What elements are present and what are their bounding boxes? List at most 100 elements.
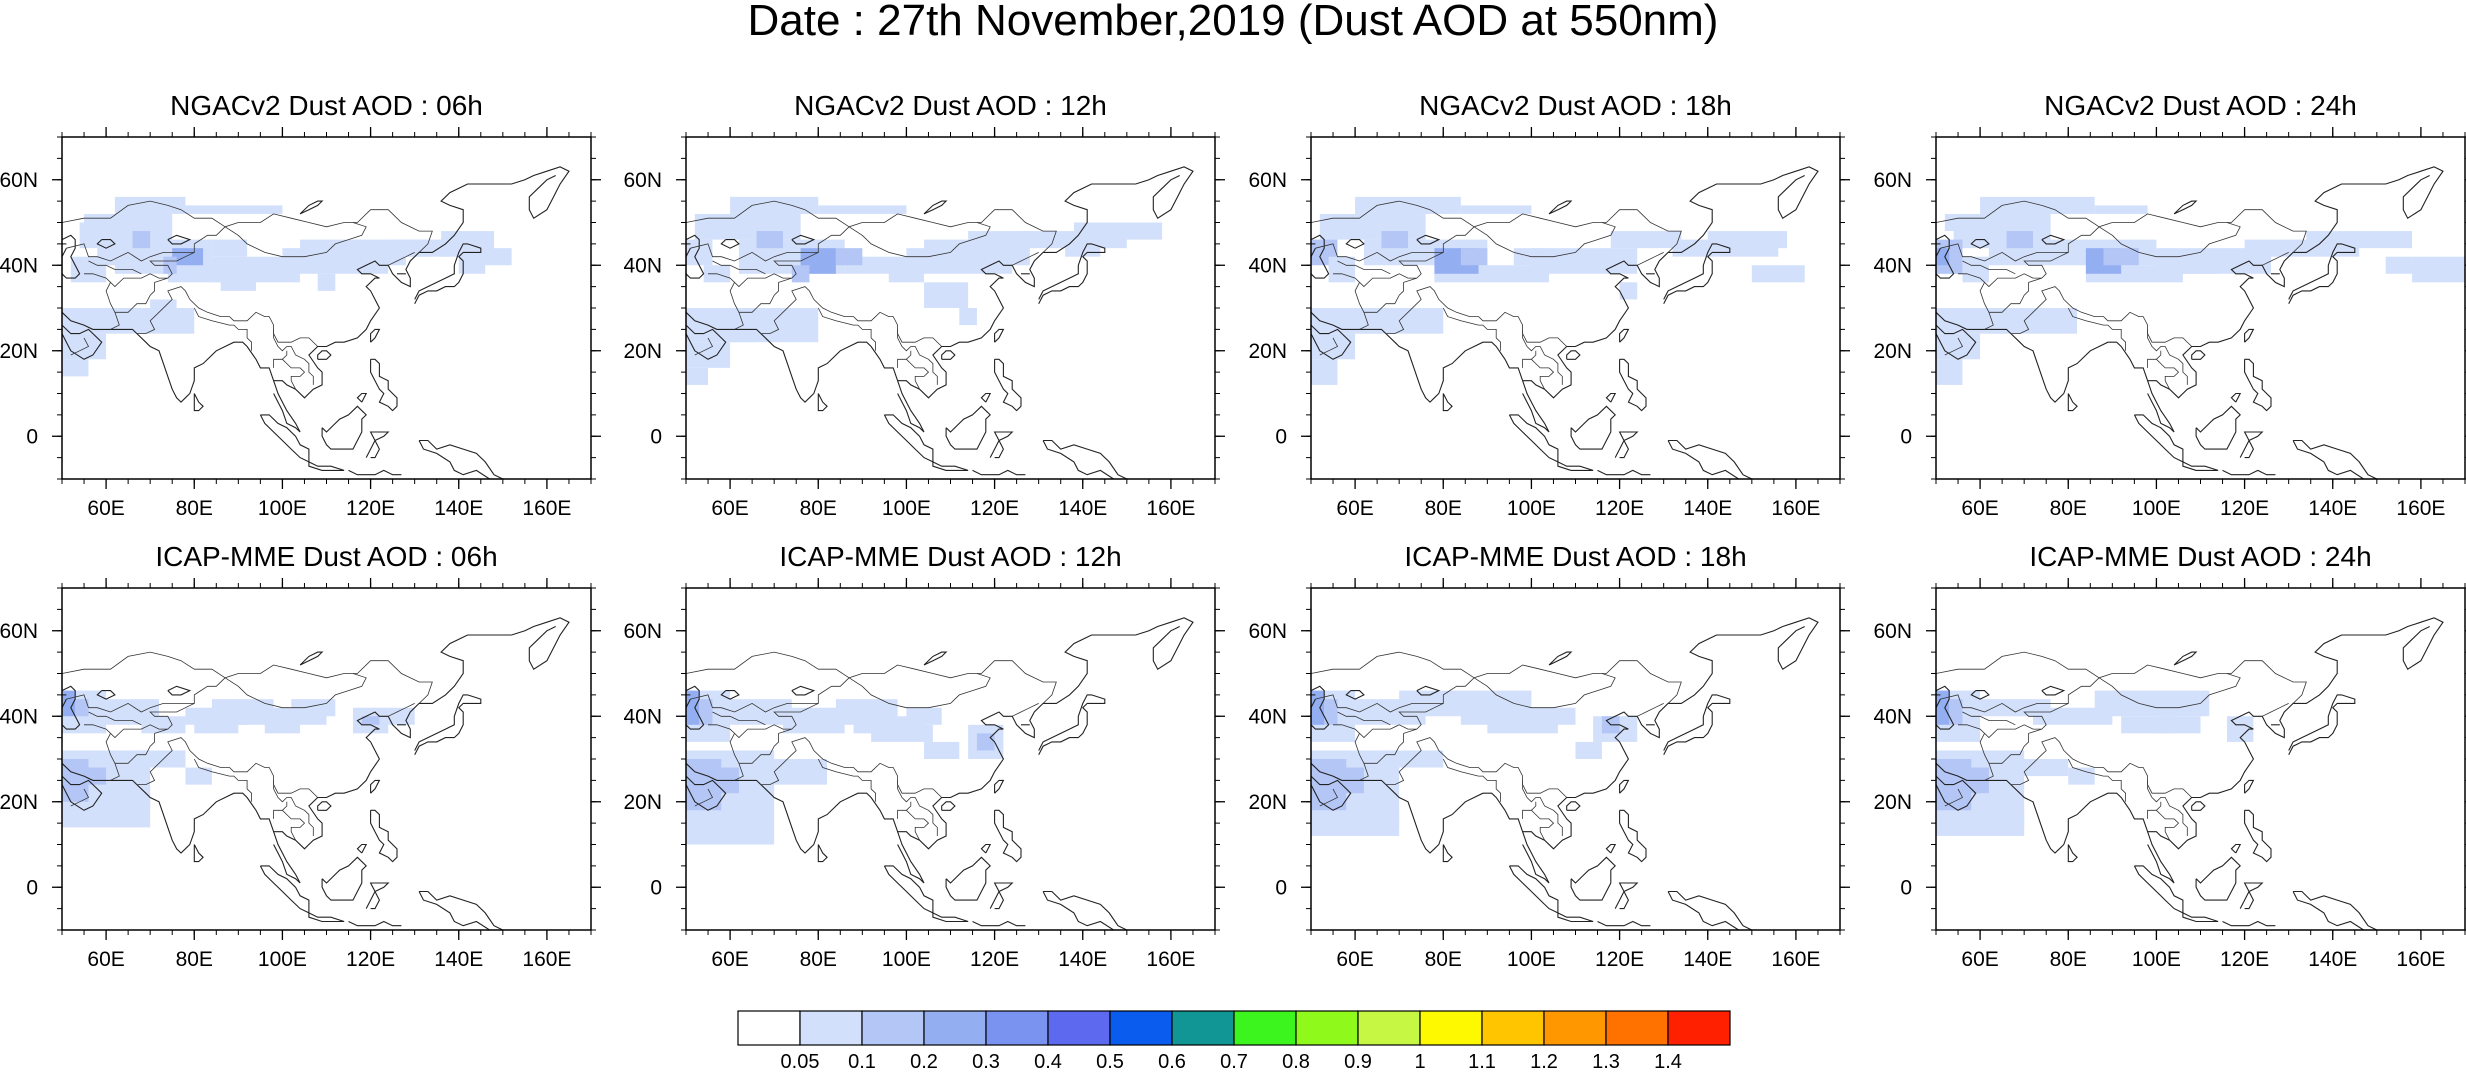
coastline xyxy=(2240,883,2262,909)
coastline xyxy=(2183,913,2218,922)
aod-cell xyxy=(924,240,977,257)
lat-tick-label: 0 xyxy=(650,425,662,448)
coastline xyxy=(194,394,203,411)
lon-tick-label: 80E xyxy=(2050,948,2087,971)
colorbar-box xyxy=(1110,1011,1172,1045)
aod-cell xyxy=(757,231,783,248)
coastline xyxy=(995,780,1004,793)
country-border xyxy=(282,802,286,811)
coastline xyxy=(371,329,380,342)
lat-tick-label: 20N xyxy=(623,791,662,814)
lon-tick-label: 100E xyxy=(258,948,307,971)
coastline xyxy=(1606,845,1615,854)
coastline xyxy=(318,802,331,811)
coastline xyxy=(995,329,1004,342)
country-border xyxy=(2148,359,2179,389)
coastline xyxy=(933,913,968,922)
colorbar-box xyxy=(1668,1011,1730,1045)
aod-cell xyxy=(836,248,862,265)
aod-cell xyxy=(1461,205,1532,214)
country-border xyxy=(1012,703,1038,716)
aod-cell xyxy=(2007,231,2033,248)
lon-tick-label: 60E xyxy=(711,497,748,520)
lon-tick-label: 120E xyxy=(970,948,1019,971)
aod-cell xyxy=(71,257,106,283)
aod-cell xyxy=(2174,257,2218,274)
aod-cell xyxy=(1611,231,1682,248)
coastline xyxy=(1567,351,1580,360)
aod-cell xyxy=(212,240,247,257)
lon-tick-label: 140E xyxy=(2308,497,2357,520)
coastline xyxy=(2231,394,2240,403)
country-border xyxy=(854,776,876,802)
lat-tick-label: 40N xyxy=(1248,705,1287,728)
aod-cell xyxy=(2007,759,2069,776)
lon-tick-label: 60E xyxy=(87,497,124,520)
coastline xyxy=(1558,913,1593,922)
colorbar-box xyxy=(924,1011,986,1045)
coastline xyxy=(924,652,946,665)
coastline xyxy=(300,201,322,214)
aod-cell xyxy=(106,810,141,827)
lat-tick-label: 0 xyxy=(1275,876,1287,899)
country-border xyxy=(686,652,1056,703)
coastline xyxy=(309,462,344,471)
lon-tick-label: 100E xyxy=(1507,497,1556,520)
country-border xyxy=(1523,359,1554,389)
lat-tick-label: 0 xyxy=(1900,425,1912,448)
lon-tick-label: 100E xyxy=(882,497,931,520)
lon-tick-label: 100E xyxy=(2132,948,2181,971)
coastline xyxy=(1598,922,1651,926)
aod-cell xyxy=(172,248,203,265)
aod-cell xyxy=(1311,691,1324,725)
aod-cell xyxy=(221,274,256,291)
aod-cell xyxy=(1936,691,1949,725)
lon-tick-label: 140E xyxy=(1683,948,1732,971)
country-border xyxy=(1523,810,1554,840)
coastline xyxy=(2174,652,2196,665)
country-border xyxy=(274,810,305,840)
aod-cell xyxy=(1461,248,1487,265)
country-border xyxy=(1989,278,2042,312)
lon-tick-label: 160E xyxy=(2396,497,2445,520)
lon-tick-label: 100E xyxy=(882,948,931,971)
lat-tick-label: 60N xyxy=(1873,169,1912,192)
coastline xyxy=(2192,802,2205,811)
coastline xyxy=(2231,845,2240,854)
coastline xyxy=(1620,359,1646,410)
lon-tick-label: 140E xyxy=(1058,948,1107,971)
lon-tick-label: 120E xyxy=(2220,497,2269,520)
coastline xyxy=(322,406,366,449)
aod-cell xyxy=(1329,257,1355,283)
coastline xyxy=(990,432,1012,458)
aod-cell xyxy=(1531,708,1575,725)
coastline xyxy=(2245,780,2254,793)
lat-tick-label: 20N xyxy=(0,791,38,814)
coastline xyxy=(981,845,990,854)
coastline xyxy=(2042,686,2064,695)
lat-tick-label: 20N xyxy=(1873,340,1912,363)
colorbar-box xyxy=(1358,1011,1420,1045)
lon-tick-label: 120E xyxy=(1595,497,1644,520)
coastline xyxy=(1509,415,1558,462)
coastline xyxy=(2134,866,2183,913)
colorbar xyxy=(738,1011,1730,1045)
aod-cell xyxy=(2386,257,2412,274)
lat-tick-label: 0 xyxy=(26,425,38,448)
coastline xyxy=(2192,351,2205,360)
coastline xyxy=(721,240,739,249)
coastline xyxy=(2174,201,2196,214)
coastline xyxy=(818,845,827,862)
coastline xyxy=(2293,892,2377,931)
colorbar-box xyxy=(1296,1011,1358,1045)
coastline xyxy=(946,406,990,449)
country-border xyxy=(2262,703,2289,716)
lon-tick-label: 60E xyxy=(1961,948,1998,971)
aod-cell xyxy=(115,197,186,214)
aod-cell xyxy=(2104,248,2139,265)
lon-tick-label: 160E xyxy=(1771,948,1820,971)
coastline xyxy=(260,866,309,913)
lon-tick-label: 140E xyxy=(434,497,483,520)
coastline xyxy=(349,470,402,474)
